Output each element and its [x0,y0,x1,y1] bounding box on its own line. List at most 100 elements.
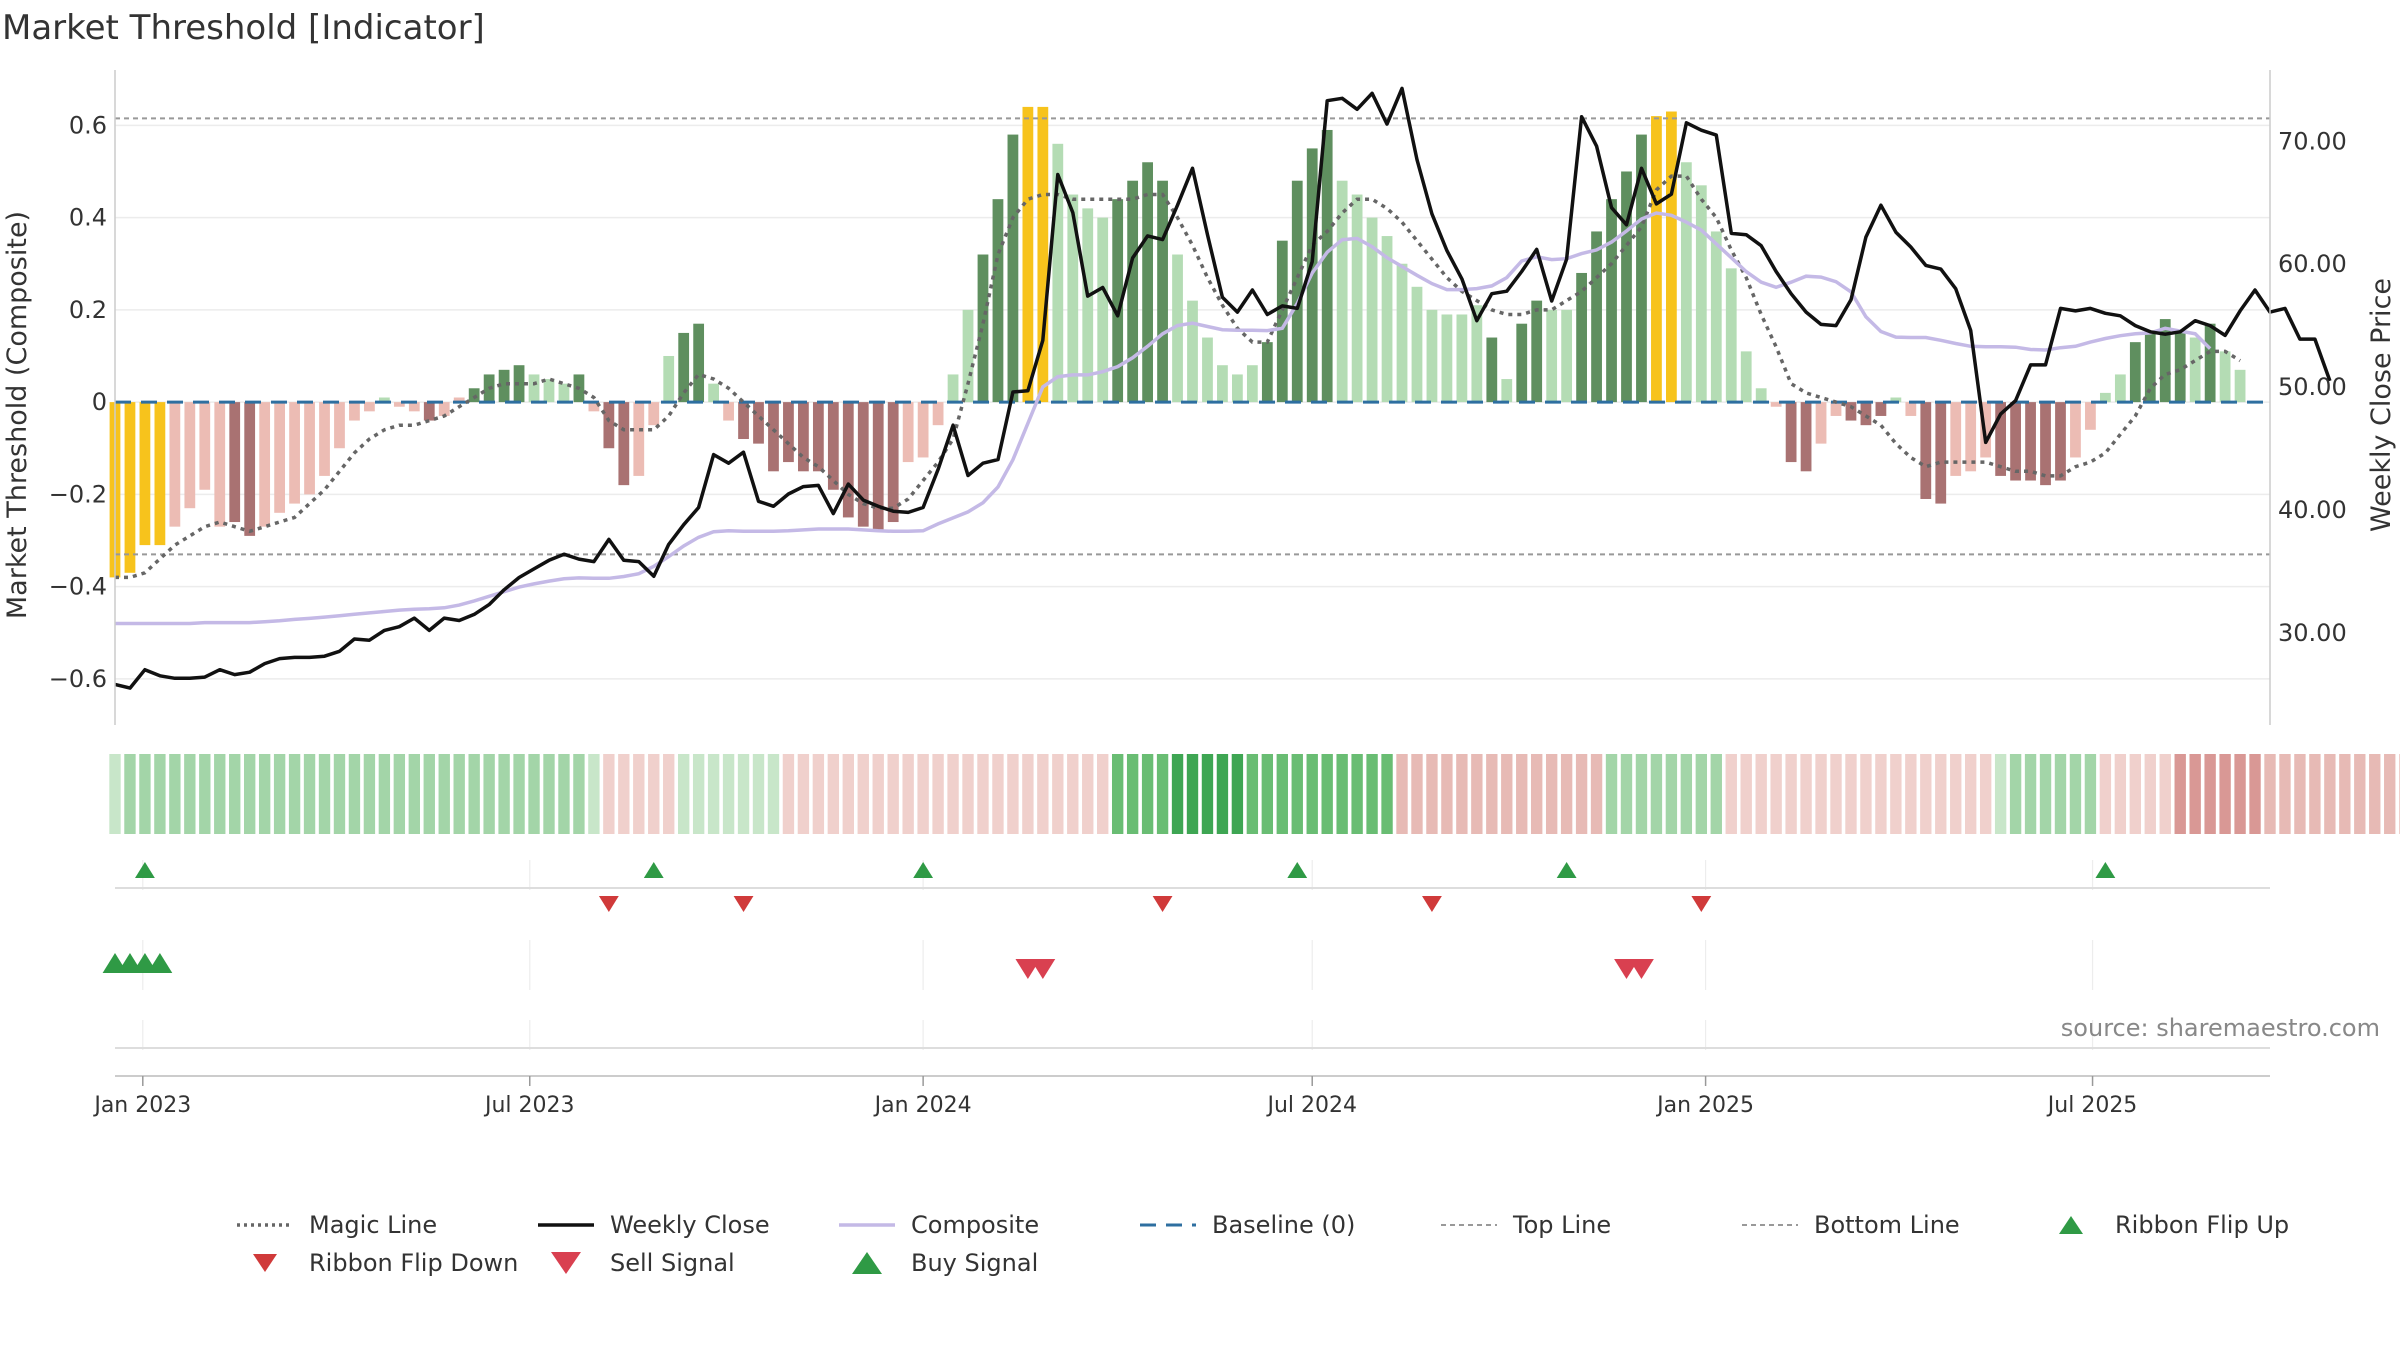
ribbon-cell [1306,754,1318,834]
x-tick-label: Jul 2025 [2046,1093,2138,1118]
ribbon-cell [2204,754,2216,834]
dashed-line-icon [1140,1223,1196,1227]
ribbon-cell [992,754,1004,834]
y-tick-label: 0 [92,388,107,416]
legend-item-buy-signal: Buy Signal [837,1245,1038,1281]
ribbon-cell [782,754,795,834]
gridlines [115,124,2270,1050]
histogram-bar [1366,217,1378,403]
ribbon-cell [2174,754,2186,834]
histogram-bar [842,402,854,518]
ribbon-flip-up-marker [1287,862,1308,878]
ribbon-cell [1860,754,1872,834]
ribbon-cell [2309,754,2321,834]
histogram-bar [438,402,450,416]
histogram-bar [423,402,435,421]
histogram-bar [1486,337,1498,403]
histogram-bar [1830,402,1842,416]
histogram-bar [543,379,555,403]
ribbon-cell [1007,754,1019,834]
ribbon-cell [573,754,585,834]
ribbon-cell [1785,754,1797,834]
histogram-bar [1261,342,1273,403]
ribbon-cell [1336,754,1348,834]
ribbon-cell [229,754,241,834]
series-lines [114,86,2332,690]
ribbon-cell [1994,754,2007,834]
lavender-line-icon [839,1223,895,1227]
histogram-bar [1905,402,1917,416]
ribbon-cell [2339,754,2351,834]
histogram-bar [872,402,884,532]
ribbon-cell [767,754,780,834]
legend-label: Magic Line [309,1211,438,1239]
histogram-bar [1770,402,1782,407]
ribbon-cell [887,754,899,834]
y-tick-label: 0.2 [69,296,107,324]
ribbon-cell [2129,754,2141,834]
ribbon-cell [1261,754,1274,834]
magic-line [115,174,2242,580]
histogram-bar [1276,240,1288,403]
ribbon-cell [1351,754,1363,834]
buy-signal-marker [147,953,173,973]
legend-item-sell-signal: Sell Signal [536,1245,735,1281]
dotted-line-icon [237,1223,293,1227]
ribbon-cell [1111,754,1124,834]
histogram-bar [1067,194,1079,403]
histogram-bar [1426,309,1438,403]
histogram-bar [2204,323,2216,403]
weekly-close-line [114,86,2332,690]
histogram-bar [783,402,794,463]
histogram-bar [887,402,899,523]
ribbon-cell [962,754,974,834]
ribbon-cell [348,754,361,834]
histogram-bar [1695,185,1707,403]
ribbon-cell [1426,754,1438,834]
histogram-bar [648,402,660,426]
histogram-bar [1187,300,1198,403]
histogram-bar [738,402,749,440]
ribbon-cell [1575,754,1588,834]
ribbon-cell [139,754,151,834]
legend-label: Ribbon Flip Down [309,1249,519,1277]
histogram-bar [528,374,540,403]
ribbon-cell [513,754,525,834]
legend-item-baseline: Baseline (0) [1138,1207,1355,1243]
histogram-bar [1291,180,1303,403]
histogram-bar [603,402,615,449]
ribbon-cell [1635,754,1648,834]
ribbon-cell [1097,754,1109,834]
histogram-bar [917,402,929,458]
ribbon-cell [1022,754,1034,834]
histogram-bar [723,402,734,421]
histogram-bar [947,374,959,403]
legend-item-ribbon-flip-up: Ribbon Flip Up [2041,1207,2289,1243]
ribbon-flip-up-marker [643,862,664,878]
legend-label: Ribbon Flip Up [2115,1211,2290,1239]
ribbon-flip-up-marker [135,862,155,878]
histogram-bar [1935,402,1947,504]
ribbon-cell [1545,754,1558,834]
ribbon-cell [408,754,420,834]
ribbon-cell [169,754,181,834]
dotted-line-icon [1742,1224,1798,1226]
y2-tick-label: 70.00 [2278,127,2347,155]
ribbon-cell [1052,754,1064,834]
ribbon-cell [1845,754,1857,834]
ribbon-cell [1246,754,1259,834]
histogram-bar [857,402,869,527]
ribbon-cell [1231,754,1244,834]
histogram-bar [1785,402,1797,463]
ribbon-cell [1037,754,1049,834]
histogram-bar [1471,305,1483,403]
histogram-bar [588,402,600,412]
ribbon-cell [543,754,555,834]
histogram-bar [2025,402,2036,481]
ribbon-cell [1920,754,1932,834]
histogram-bar [932,402,944,426]
histogram-bar [393,402,405,407]
legend-item-composite: Composite [837,1207,1039,1243]
y2-axis-label: Weekly Close Price [2366,278,2397,532]
histogram-bar [184,402,196,509]
